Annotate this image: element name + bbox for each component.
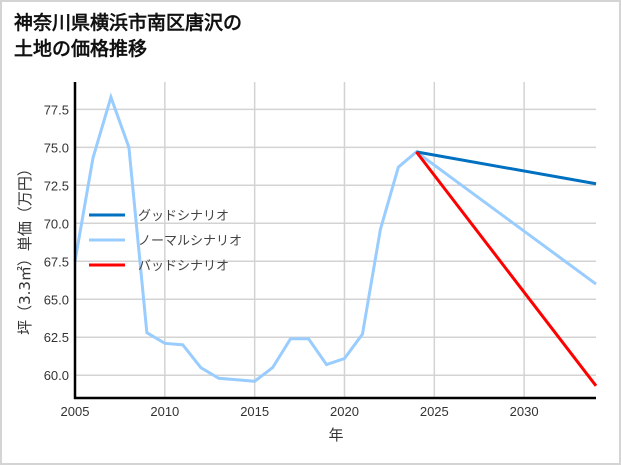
y-tick-label: 60.0 — [44, 368, 69, 383]
grid-lines — [74, 82, 596, 398]
legend-label: バッドシナリオ — [138, 259, 229, 274]
y-tick-label: 62.5 — [44, 330, 69, 345]
series-lines — [73, 92, 598, 387]
x-tick-label: 2030 — [510, 404, 539, 419]
x-tick-label: 2025 — [420, 404, 449, 419]
y-tick-label: 67.5 — [44, 254, 69, 269]
y-tick-label: 72.5 — [44, 178, 69, 193]
y-tick-label: 75.0 — [44, 140, 69, 155]
series-line — [416, 150, 597, 186]
y-tick-label: 77.5 — [44, 102, 69, 117]
x-tick-label: 2020 — [330, 404, 359, 419]
chart-title: 神奈川県横浜市南区唐沢の 土地の価格推移 — [14, 12, 243, 60]
axes — [73, 82, 596, 400]
series-line — [415, 150, 598, 387]
x-tick-label: 2010 — [150, 404, 179, 419]
x-tick-label: 2015 — [240, 404, 269, 419]
x-axis-label: 年 — [328, 426, 343, 444]
y-tick-label: 70.0 — [44, 216, 69, 231]
y-axis-label: 坪（3.3㎡）単価（万円） — [16, 161, 34, 335]
y-tick-label: 65.0 — [44, 292, 69, 307]
legend-label: ノーマルシナリオ — [138, 234, 242, 249]
tick-labels: 2005 2010 2015 2020 2025 2030 60.0 62.5 65.0 67.5… — [44, 102, 539, 419]
legend-label: グッドシナリオ — [138, 209, 229, 224]
series-line — [73, 92, 597, 383]
x-tick-label: 2005 — [61, 404, 90, 419]
